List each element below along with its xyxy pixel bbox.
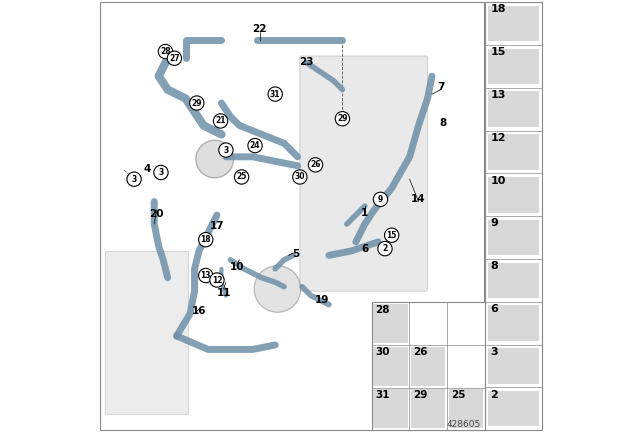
- Text: 24: 24: [250, 141, 260, 150]
- Bar: [488, 306, 539, 341]
- Circle shape: [335, 112, 349, 126]
- Text: 5: 5: [292, 249, 299, 259]
- Text: 25: 25: [236, 172, 247, 181]
- Text: 29: 29: [413, 390, 428, 400]
- Text: 28: 28: [160, 47, 171, 56]
- Text: 29: 29: [337, 114, 348, 123]
- Bar: [488, 348, 539, 383]
- Text: 3: 3: [490, 347, 498, 357]
- Text: 6: 6: [361, 244, 369, 254]
- Text: 12: 12: [212, 276, 222, 284]
- Bar: [411, 389, 445, 428]
- Circle shape: [234, 170, 249, 184]
- FancyBboxPatch shape: [300, 56, 428, 291]
- Circle shape: [213, 114, 228, 128]
- Text: 8: 8: [440, 118, 447, 128]
- Text: 8: 8: [490, 261, 498, 271]
- Text: 9: 9: [378, 195, 383, 204]
- Text: 22: 22: [252, 24, 267, 34]
- Text: 11: 11: [216, 289, 231, 298]
- Text: 13: 13: [200, 271, 211, 280]
- Text: 25: 25: [451, 390, 465, 400]
- Circle shape: [167, 51, 182, 65]
- Circle shape: [292, 170, 307, 184]
- Text: 3: 3: [131, 175, 137, 184]
- Text: 15: 15: [387, 231, 397, 240]
- FancyBboxPatch shape: [105, 251, 188, 414]
- Text: 4: 4: [144, 164, 151, 174]
- Circle shape: [385, 228, 399, 242]
- Text: 23: 23: [300, 57, 314, 67]
- Text: 27: 27: [169, 54, 180, 63]
- Circle shape: [268, 87, 282, 101]
- Text: 10: 10: [490, 176, 506, 185]
- Text: 16: 16: [192, 306, 206, 316]
- Bar: [488, 91, 539, 127]
- Bar: [373, 389, 408, 428]
- Circle shape: [248, 138, 262, 153]
- Circle shape: [158, 44, 173, 59]
- Text: 2: 2: [382, 244, 388, 253]
- Text: 428605: 428605: [446, 420, 481, 429]
- Bar: [488, 391, 539, 426]
- Text: 10: 10: [230, 262, 244, 271]
- Circle shape: [219, 143, 233, 157]
- Text: 9: 9: [490, 219, 498, 228]
- Bar: [488, 263, 539, 298]
- Text: 28: 28: [375, 305, 390, 314]
- Bar: [100, 2, 484, 430]
- Text: 31: 31: [270, 90, 280, 99]
- Text: 30: 30: [375, 347, 390, 357]
- Circle shape: [198, 268, 213, 283]
- Text: 26: 26: [310, 160, 321, 169]
- Circle shape: [373, 192, 388, 207]
- Bar: [371, 302, 485, 430]
- Circle shape: [254, 266, 301, 312]
- Bar: [373, 347, 408, 386]
- Text: 31: 31: [375, 390, 390, 400]
- Bar: [373, 304, 408, 343]
- Text: 21: 21: [215, 116, 226, 125]
- Text: 26: 26: [413, 347, 428, 357]
- Text: 13: 13: [490, 90, 506, 100]
- Text: 7: 7: [437, 82, 445, 92]
- Text: 17: 17: [210, 221, 224, 231]
- Bar: [449, 389, 483, 428]
- Text: 29: 29: [191, 99, 202, 108]
- Text: 3: 3: [158, 168, 164, 177]
- Bar: [488, 134, 539, 170]
- Text: 20: 20: [149, 209, 164, 219]
- Bar: [488, 220, 539, 255]
- Circle shape: [189, 96, 204, 110]
- Circle shape: [198, 233, 213, 247]
- Circle shape: [378, 241, 392, 256]
- Circle shape: [308, 158, 323, 172]
- Text: 15: 15: [490, 47, 506, 57]
- Circle shape: [154, 165, 168, 180]
- Circle shape: [210, 273, 224, 287]
- Text: 18: 18: [490, 4, 506, 14]
- Text: 14: 14: [412, 194, 426, 204]
- Bar: [488, 49, 539, 84]
- Bar: [488, 6, 539, 42]
- Text: 3: 3: [223, 146, 228, 155]
- Text: 6: 6: [490, 304, 498, 314]
- Circle shape: [196, 140, 234, 178]
- Text: 19: 19: [315, 295, 330, 305]
- Bar: [485, 2, 542, 430]
- Text: 2: 2: [490, 390, 498, 400]
- Text: 1: 1: [361, 208, 369, 218]
- Text: 18: 18: [200, 235, 211, 244]
- Text: 12: 12: [490, 133, 506, 143]
- Bar: [411, 347, 445, 386]
- Circle shape: [127, 172, 141, 186]
- Text: 30: 30: [294, 172, 305, 181]
- Bar: [488, 177, 539, 213]
